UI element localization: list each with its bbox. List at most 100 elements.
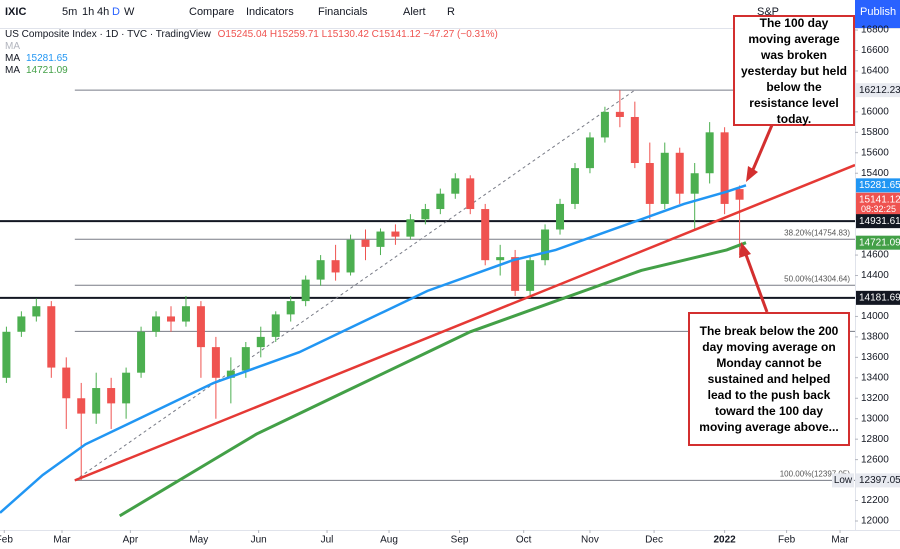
candle-body xyxy=(92,388,101,414)
x-tick-label: Aug xyxy=(380,535,398,546)
y-tick-label: 13200 xyxy=(861,393,889,404)
y-tick-label: 13800 xyxy=(861,332,889,343)
candle-body xyxy=(615,111,624,117)
candle-body xyxy=(600,111,609,138)
candle-body xyxy=(271,314,280,337)
publish-button-bg[interactable] xyxy=(855,0,900,28)
interval-button[interactable]: 4h xyxy=(97,6,110,18)
candle-body xyxy=(406,219,415,237)
x-tick-label: May xyxy=(189,535,208,546)
x-tick-label: Nov xyxy=(581,535,599,546)
y-tick-label: 16600 xyxy=(861,45,889,56)
legend-title: US Composite Index · 1D · TVC · TradingV… xyxy=(5,29,211,40)
price-tag xyxy=(856,214,900,229)
y-tick-label: 15400 xyxy=(861,168,889,179)
price-tag xyxy=(856,473,900,488)
replay-button[interactable]: R xyxy=(447,6,455,18)
candle-body xyxy=(451,178,460,194)
candle-body xyxy=(226,370,235,378)
moving-average xyxy=(0,184,747,514)
x-tick-label: Dec xyxy=(645,535,663,546)
legend-quote: −47.27 (−0.31%) xyxy=(423,29,498,40)
trend-line xyxy=(74,163,856,482)
candle-body xyxy=(361,239,370,247)
y-tick-label: 12200 xyxy=(861,495,889,506)
x-tick-label: Feb xyxy=(0,535,13,546)
candle-body xyxy=(137,331,146,373)
candle-body xyxy=(167,316,175,322)
y-tick-label: 16000 xyxy=(861,107,889,118)
y-tick-label: 16800 xyxy=(861,25,889,36)
ma-row: MA xyxy=(5,41,498,53)
candle-body xyxy=(17,316,26,332)
interval-button[interactable]: D xyxy=(112,6,120,18)
y-tick-label: 14400 xyxy=(861,270,889,281)
interval-button[interactable]: 5m xyxy=(62,6,78,18)
price-tag xyxy=(856,178,900,193)
candle-body xyxy=(436,193,445,210)
candle-body xyxy=(541,229,550,261)
candle-body xyxy=(152,316,161,332)
x-tick-label: 2022 xyxy=(713,535,736,546)
price-tag-label: 14721.09 xyxy=(859,237,900,248)
candle-body xyxy=(391,231,400,237)
ma-label: MA xyxy=(5,41,20,52)
financials-button[interactable]: Financials xyxy=(318,6,368,18)
candle-body xyxy=(570,168,579,204)
interval-button[interactable]: W xyxy=(124,6,135,18)
interval-button[interactable]: 1h xyxy=(82,6,95,18)
candle-body xyxy=(660,152,669,204)
x-tick-label: Oct xyxy=(516,535,532,546)
x-tick-label: Mar xyxy=(831,535,849,546)
fib-label: 38.20%(14754.83) xyxy=(784,228,850,237)
arrow-bottom xyxy=(743,251,769,313)
ma-row: MA 15281.65 xyxy=(5,53,498,65)
candle-body xyxy=(466,178,475,210)
x-tick-label: Jun xyxy=(251,535,267,546)
candle-body xyxy=(735,189,744,200)
candle-body xyxy=(645,163,654,204)
y-tick-label: 12800 xyxy=(861,434,889,445)
compare-button[interactable]: Compare xyxy=(189,6,235,18)
x-tick-label: Jul xyxy=(321,535,334,546)
price-tag-label: 15281.65 xyxy=(859,180,900,191)
candle-body xyxy=(346,239,355,273)
candle-body xyxy=(585,137,594,169)
price-tag-label: 16212.23 xyxy=(859,85,900,96)
price-tag-label: 14931.61 xyxy=(859,216,900,227)
ma-label: MA xyxy=(5,65,20,76)
ma-label: MA xyxy=(5,53,20,64)
candle-body xyxy=(316,260,325,280)
candle-body xyxy=(496,257,505,261)
candle-body xyxy=(2,331,11,378)
x-tick-label: Sep xyxy=(451,535,469,546)
arrow-top xyxy=(750,124,774,173)
candle-body xyxy=(675,152,684,194)
candle-body xyxy=(301,279,310,302)
publish-button[interactable]: Publish xyxy=(860,6,897,18)
indicators-button[interactable]: Indicators xyxy=(246,6,294,18)
alert-button[interactable]: Alert xyxy=(403,6,426,18)
legend-quote: L15130.42 xyxy=(321,29,369,40)
y-tick-label: 13600 xyxy=(861,352,889,363)
candle-body xyxy=(32,306,41,317)
callout-bottom: The break below the 200 day moving avera… xyxy=(688,312,850,446)
arrow-top-head xyxy=(746,166,758,182)
candle-body xyxy=(47,306,56,368)
y-tick-label: 15600 xyxy=(861,147,889,158)
y-tick-label: 12000 xyxy=(861,516,889,527)
candle-body xyxy=(256,336,265,348)
candle-body xyxy=(376,231,385,247)
callout-top: The 100 day moving average was broken ye… xyxy=(733,15,855,126)
candle-body xyxy=(122,372,131,404)
symbol[interactable]: IXIC xyxy=(5,6,27,18)
price-tag-label: 15141.12 xyxy=(859,194,900,205)
fib-label: 50.00%(14304.64) xyxy=(784,274,850,283)
candle-body xyxy=(77,398,86,414)
candle-body xyxy=(107,388,116,404)
candle-body xyxy=(62,367,71,399)
candle-body xyxy=(690,173,699,194)
y-tick-label: 12600 xyxy=(861,454,889,465)
y-tick-label: 14600 xyxy=(861,250,889,261)
ma-value: 14721.09 xyxy=(26,65,68,76)
